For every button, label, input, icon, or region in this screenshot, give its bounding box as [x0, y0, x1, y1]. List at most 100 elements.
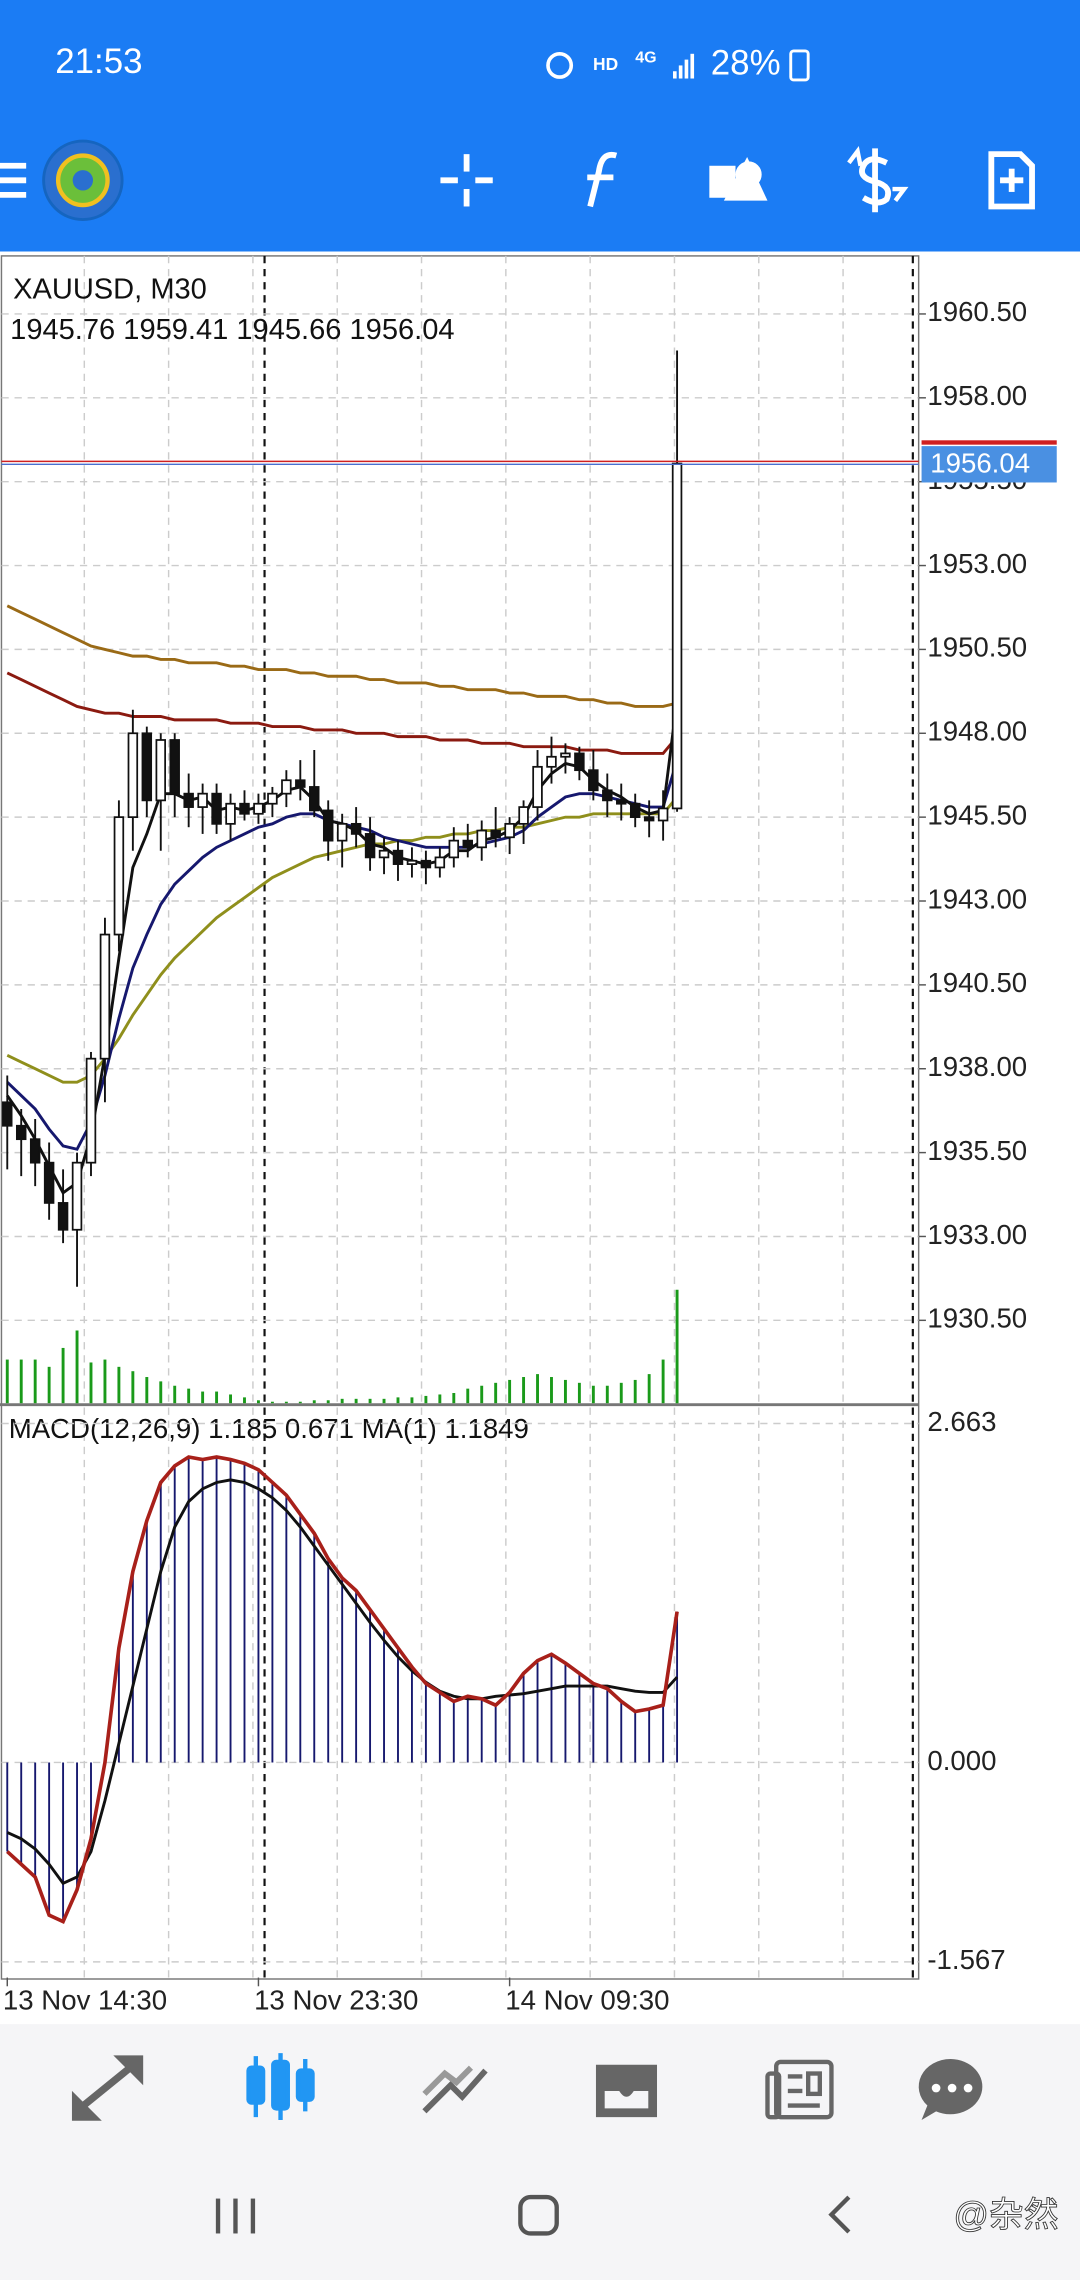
candle-body — [267, 792, 278, 805]
candle-body — [350, 822, 362, 835]
alarm-icon — [546, 51, 574, 79]
chart-area[interactable] — [0, 251, 1080, 2025]
y-tick-label: 1945.50 — [927, 799, 1027, 830]
chart-background — [0, 251, 1080, 2025]
moving-average — [6, 604, 678, 708]
y-tick-label: 1938.00 — [927, 1051, 1027, 1082]
candle-body — [336, 822, 348, 842]
candle-body — [99, 933, 111, 1060]
candle-body — [574, 752, 585, 772]
candle-body — [378, 849, 390, 859]
y-tick-label: 1930.50 — [927, 1303, 1027, 1334]
new-order-button[interactable] — [988, 151, 1035, 210]
macd-tick-label: 0.000 — [927, 1745, 996, 1776]
chart-tab[interactable] — [246, 2053, 315, 2121]
candle-body — [309, 786, 320, 812]
signal-icon — [673, 53, 695, 79]
symbol-label: XAUUSD, M30 — [13, 273, 207, 305]
trade-tab[interactable] — [422, 2065, 488, 2114]
candle-body — [253, 802, 264, 815]
candle-body — [169, 739, 180, 795]
chat-tab[interactable] — [918, 2058, 983, 2121]
candle-body — [155, 739, 166, 802]
clock: 21:53 — [55, 42, 142, 81]
candle-body — [616, 799, 627, 805]
chart-frame — [0, 255, 920, 1980]
indicators-button[interactable] — [587, 151, 618, 208]
history-tab[interactable] — [595, 2064, 658, 2118]
macd-label: MACD(12,26,9) 1.185 0.671 MA(1) 1.1849 — [9, 1413, 529, 1444]
y-tick-label: 1958.00 — [927, 380, 1027, 411]
candle-body — [629, 802, 641, 819]
hd-label: HD — [593, 54, 618, 74]
macd-tick-label: 2.663 — [927, 1406, 996, 1437]
candle-body — [448, 839, 460, 859]
quotes-tab[interactable] — [71, 2055, 144, 2121]
x-tick-label: 13 Nov 23:30 — [254, 1985, 418, 2016]
ask-marker — [921, 440, 1057, 445]
candle-body — [322, 809, 334, 842]
macd-signal-line — [6, 1478, 679, 1886]
candle-body — [113, 816, 125, 936]
home-button[interactable] — [518, 2194, 559, 2236]
y-tick-label: 1935.50 — [927, 1135, 1027, 1166]
y-tick-label: 1948.00 — [927, 716, 1027, 747]
recents-button[interactable] — [215, 2198, 256, 2234]
candle-body — [462, 839, 473, 849]
back-button[interactable] — [828, 2195, 851, 2234]
system-nav — [215, 2194, 851, 2236]
watermark: @杂然 — [954, 2196, 1059, 2235]
candle-body — [295, 779, 306, 788]
y-tick-label: 1953.00 — [927, 548, 1027, 579]
status-icons: HD 4G 28% — [546, 44, 810, 83]
crosshair-button[interactable] — [440, 154, 493, 207]
candle-body — [127, 732, 139, 819]
trade-button[interactable] — [847, 146, 909, 213]
candle-body — [57, 1202, 69, 1231]
candle-body — [2, 1101, 13, 1127]
candle-body — [518, 806, 529, 825]
battery-label: 28% — [711, 44, 781, 83]
candle-body — [532, 765, 543, 808]
candle-body — [560, 752, 571, 758]
candle-body — [490, 829, 501, 839]
candle-body — [504, 822, 515, 839]
y-tick-label: 1943.00 — [927, 883, 1027, 914]
macd-tick-label: -1.567 — [927, 1944, 1005, 1975]
macd-ma-line — [6, 1455, 679, 1924]
candle-body — [183, 792, 194, 808]
candle-body — [392, 849, 404, 865]
bottom-bars — [0, 2024, 1080, 2280]
top-bar — [0, 0, 1080, 252]
candle-body — [546, 755, 557, 768]
app-logo[interactable] — [42, 139, 124, 222]
candle-body — [85, 1057, 97, 1164]
menu-button[interactable] — [0, 162, 27, 198]
battery-icon — [789, 49, 810, 82]
candle-body — [141, 732, 153, 802]
candle-body — [602, 789, 613, 802]
candle-body — [588, 769, 599, 792]
bid-label-box — [921, 446, 1057, 483]
bid-label: 1956.04 — [930, 447, 1030, 478]
candle-body — [406, 859, 418, 865]
objects-button[interactable] — [709, 157, 768, 201]
candle-body — [239, 802, 250, 815]
candle-body — [43, 1161, 55, 1204]
candle-body — [15, 1124, 27, 1141]
candle-body — [211, 792, 222, 825]
candle-body — [197, 792, 208, 808]
candle-body — [71, 1161, 83, 1231]
y-tick-label: 1933.00 — [927, 1219, 1027, 1250]
network-label: 4G — [635, 49, 656, 66]
y-tick-label: 1950.50 — [927, 632, 1027, 663]
candle-body — [434, 856, 446, 869]
toolbar — [0, 139, 1035, 222]
candle-body — [671, 462, 683, 810]
y-tick-label: 1960.50 — [927, 296, 1027, 327]
ohlc-label: 1945.76 1959.41 1945.66 1956.04 — [10, 314, 454, 346]
x-tick-label: 14 Nov 09:30 — [505, 1985, 669, 2016]
candle-body — [420, 859, 432, 869]
news-tab[interactable] — [765, 2059, 834, 2120]
